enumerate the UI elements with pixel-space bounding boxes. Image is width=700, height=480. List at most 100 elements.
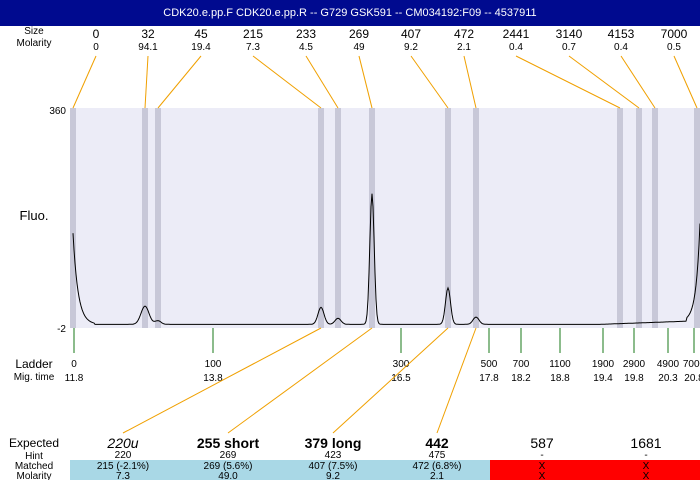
peak-connector xyxy=(144,55,149,109)
y-axis-min-label: -2 xyxy=(57,324,66,335)
matched-value: X xyxy=(539,461,546,472)
peak-molarity-label: 0.4 xyxy=(509,42,523,53)
electropherogram-chart: SizeMolarity003294.14519.42157.32334.526… xyxy=(9,26,700,480)
ladder-time-label: 20.8 xyxy=(684,373,700,384)
peak-band xyxy=(617,108,623,328)
ladder-time-label: 16.5 xyxy=(391,373,411,384)
peak-connector xyxy=(305,55,339,109)
expected-label: 255 short xyxy=(197,435,260,451)
peak-molarity-label: 0 xyxy=(93,42,99,53)
fluo-axis-label: Fluo. xyxy=(20,208,49,223)
size-row-label: Size xyxy=(24,26,44,37)
peak-connector xyxy=(72,55,97,109)
peak-molarity-label: 4.5 xyxy=(299,42,313,53)
hint-value: 475 xyxy=(429,450,446,461)
chart-title: CDK20.e.pp.F CDK20.e.pp.R -- G729 GSK591… xyxy=(0,0,700,26)
peak-molarity-label: 94.1 xyxy=(138,42,158,53)
peak-molarity-label: 0.5 xyxy=(667,42,681,53)
peak-band xyxy=(369,108,375,328)
peak-size-label: 215 xyxy=(243,27,263,41)
ladder-time-label: 18.8 xyxy=(550,373,570,384)
molarity-value: 9.2 xyxy=(326,471,340,480)
peak-connector xyxy=(410,55,449,109)
expected-connector xyxy=(227,327,373,434)
peak-connector xyxy=(568,55,640,109)
peak-molarity-label: 19.4 xyxy=(191,42,211,53)
peak-band xyxy=(155,108,161,328)
peak-connector xyxy=(157,55,202,109)
peak-molarity-label: 2.1 xyxy=(457,42,471,53)
matched-value: 472 (6.8%) xyxy=(413,461,462,472)
hint-value: - xyxy=(540,450,543,461)
peak-molarity-label: 49 xyxy=(353,42,365,53)
matched-value: 407 (7.5%) xyxy=(309,461,358,472)
peak-connector xyxy=(620,55,656,109)
ladder-size-label: 1900 xyxy=(592,359,615,370)
molarity-value: 2.1 xyxy=(430,471,444,480)
matched-value: 269 (5.6%) xyxy=(204,461,253,472)
matched-missing-band xyxy=(490,460,700,480)
peak-band xyxy=(445,108,451,328)
peak-molarity-label: 0.4 xyxy=(614,42,628,53)
molarity-value: X xyxy=(539,471,546,480)
expected-label: 1681 xyxy=(630,435,661,451)
peak-size-label: 233 xyxy=(296,27,316,41)
ladder-time-label: 19.8 xyxy=(624,373,644,384)
peak-molarity-label: 9.2 xyxy=(404,42,418,53)
hint-value: - xyxy=(644,450,647,461)
peak-connector xyxy=(252,55,322,109)
peak-band xyxy=(652,108,658,328)
molarity-value: 49.0 xyxy=(218,471,238,480)
plot-area xyxy=(71,108,700,328)
hint-value: 423 xyxy=(325,450,342,461)
peak-band xyxy=(636,108,642,328)
peak-connector xyxy=(463,55,477,109)
peak-size-label: 472 xyxy=(454,27,474,41)
expected-row-label: Expected xyxy=(9,436,59,450)
ladder-time-label: 18.2 xyxy=(511,373,531,384)
expected-label: 379 long xyxy=(305,435,362,451)
peak-band xyxy=(142,108,148,328)
peak-band xyxy=(335,108,341,328)
expected-connector xyxy=(122,327,322,434)
hint-value: 269 xyxy=(220,450,237,461)
ladder-size-label: 4900 xyxy=(657,359,680,370)
peak-band xyxy=(70,108,76,328)
ladder-size-label: 1100 xyxy=(549,359,571,370)
peak-size-label: 45 xyxy=(194,27,208,41)
ladder-size-label: 500 xyxy=(481,359,498,370)
expected-label: 220u xyxy=(106,435,138,451)
ladder-time-label: 17.8 xyxy=(479,373,499,384)
peak-size-label: 0 xyxy=(93,27,100,41)
molarity-bottom-row-label: Molarity xyxy=(16,471,51,480)
ladder-size-label: 0 xyxy=(71,359,77,370)
ladder-size-label: 700 xyxy=(513,359,530,370)
peak-molarity-label: 0.7 xyxy=(562,42,576,53)
trace-line xyxy=(72,193,700,325)
peak-molarity-label: 7.3 xyxy=(246,42,260,53)
peak-size-label: 2441 xyxy=(503,27,530,41)
peak-size-label: 269 xyxy=(349,27,369,41)
migtime-row-label: Mig. time xyxy=(14,372,55,383)
ladder-time-label: 11.8 xyxy=(65,373,84,384)
peak-size-label: 407 xyxy=(401,27,421,41)
peak-size-label: 32 xyxy=(141,27,155,41)
molarity-value: 7.3 xyxy=(116,471,130,480)
matched-value: 215 (-2.1%) xyxy=(97,461,149,472)
peak-connector xyxy=(358,55,373,109)
y-axis-max-label: 360 xyxy=(49,106,66,117)
peak-band xyxy=(318,108,324,328)
ladder-size-label: 100 xyxy=(205,359,222,370)
ladder-size-label: 7000 xyxy=(683,359,700,370)
peak-band xyxy=(694,108,700,328)
matched-ok-band xyxy=(70,460,490,480)
molarity-row-label: Molarity xyxy=(16,38,51,49)
peak-band xyxy=(473,108,479,328)
ladder-size-label: 300 xyxy=(393,359,410,370)
hint-value: 220 xyxy=(115,450,132,461)
expected-connector xyxy=(436,327,477,434)
peak-connector xyxy=(515,55,621,109)
expected-connector xyxy=(332,327,449,434)
ladder-time-label: 13.8 xyxy=(203,373,223,384)
peak-size-label: 7000 xyxy=(661,27,688,41)
